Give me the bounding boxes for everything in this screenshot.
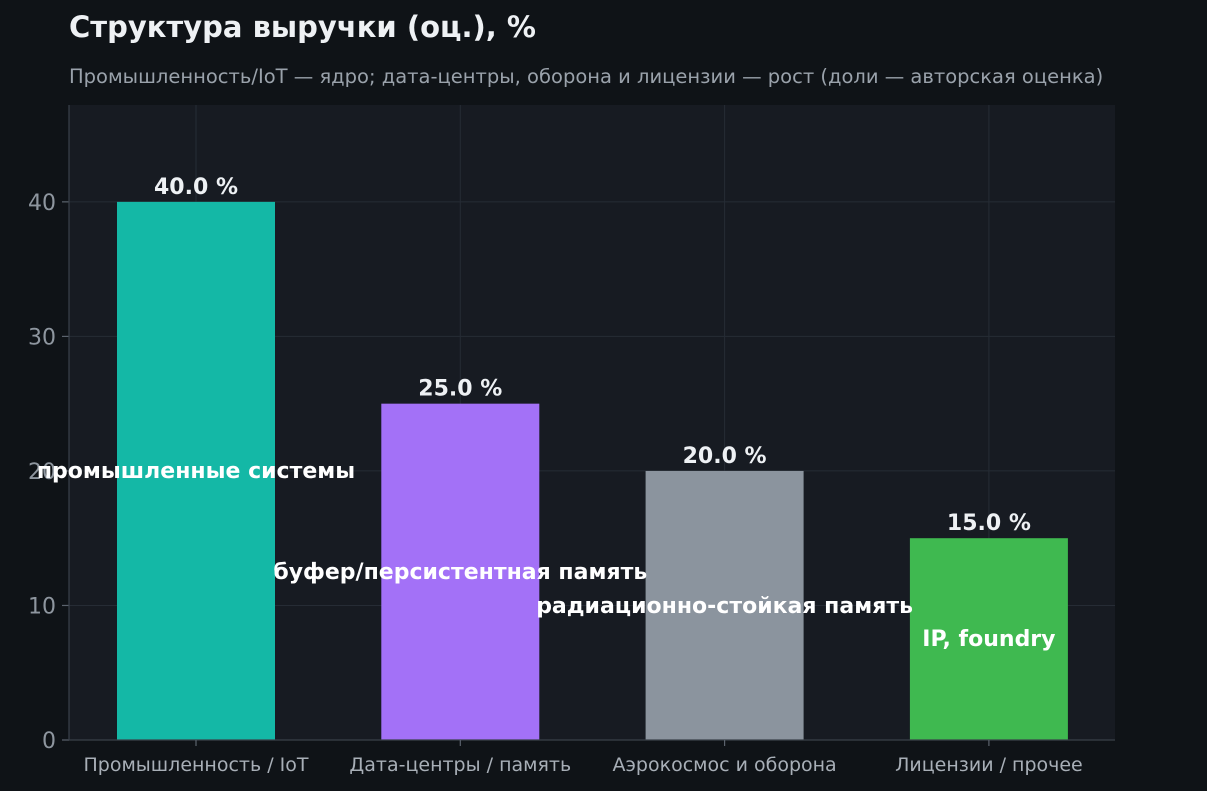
bar-inner-label: IP, foundry <box>922 627 1055 652</box>
bar <box>117 201 275 741</box>
x-category-label: Аэрокосмос и оборона <box>612 754 836 776</box>
bar-value-label: 25.0 % <box>418 377 502 402</box>
labels: 40.0 % 25.0 % 20.0 % 15.0 % промышленные сис… <box>37 175 1056 652</box>
y-tick-label: 40 <box>28 191 56 216</box>
bars <box>117 201 1068 741</box>
chart-subtitle: Промышленность/IoT — ядро; дата-центры, … <box>69 65 1104 88</box>
y-tick-label: 10 <box>28 594 56 619</box>
bar-inner-label: промышленные системы <box>37 459 355 484</box>
x-category-label: Лицензии / прочее <box>895 754 1083 776</box>
y-tick-label: 0 <box>42 729 56 754</box>
bar-inner-label: радиационно-стойкая память <box>536 594 913 619</box>
x-category-label: Промышленность / IoT <box>83 754 308 776</box>
bar <box>381 403 540 740</box>
bar <box>909 538 1068 740</box>
bar <box>645 470 804 740</box>
bar-inner-label: буфер/персистентная память <box>273 560 647 585</box>
axes: 0 10 20 30 40 Промышленность / IoT Дата-центры… <box>28 105 1115 776</box>
y-tick-label: 30 <box>28 325 56 350</box>
bar-value-label: 20.0 % <box>683 444 767 469</box>
x-category-label: Дата-центры / память <box>349 754 571 776</box>
bar-value-label: 40.0 % <box>154 175 238 200</box>
chart-title: Структура выручки (оц.), % <box>69 10 536 44</box>
bar-value-label: 15.0 % <box>947 511 1031 536</box>
y-tick-label: 20 <box>28 460 56 485</box>
